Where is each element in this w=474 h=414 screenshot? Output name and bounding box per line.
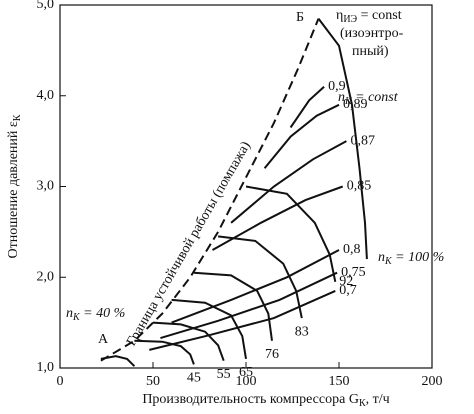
annotation: ηИЭ = const	[336, 8, 402, 25]
curve-label: 0,85	[347, 179, 372, 194]
curve	[289, 85, 325, 129]
curve-label: 55	[217, 367, 231, 382]
annotation-main: пный)	[352, 44, 389, 59]
annotation: nК = 40 %	[66, 306, 125, 323]
curve	[245, 185, 337, 283]
annotation-after: = const	[352, 90, 399, 105]
curve-label: 0,87	[350, 133, 375, 148]
curve	[134, 339, 195, 365]
curve	[160, 271, 338, 340]
annotation-sub: ИЭ	[343, 14, 357, 25]
curve	[193, 271, 273, 341]
curve-label: 92	[339, 274, 353, 289]
curve-label: 0,75	[341, 265, 366, 280]
curve	[217, 235, 303, 319]
x-axis-label: Производительность компрессора GК, т/ч	[142, 392, 389, 409]
curve	[152, 321, 225, 362]
annotation-main: η	[336, 8, 343, 23]
curve-label: 0,9	[328, 79, 346, 94]
annotation-sub: К	[344, 96, 353, 107]
x-axis-label-main: Производительность компрессора G	[142, 392, 359, 407]
annotation: nК = 100 %	[378, 250, 444, 267]
surge-line	[100, 18, 320, 362]
y-tick-label: 5,0	[37, 0, 55, 12]
x-tick-label: 50	[146, 374, 160, 389]
curve	[100, 355, 136, 367]
curve	[317, 17, 368, 260]
y-tick-label: 2,0	[37, 269, 55, 284]
x-axis-label-after: , т/ч	[366, 392, 390, 407]
x-tick-label: 150	[329, 374, 350, 389]
annotation-sub: К	[72, 312, 81, 323]
y-axis-label-main: Отношение давлений ε	[6, 121, 21, 258]
annotation-main: n	[338, 90, 345, 105]
curve-label: 65	[239, 365, 253, 380]
annotation-main: Б	[296, 10, 304, 25]
annotation-sub: К	[384, 256, 393, 267]
curve-label: 0,8	[343, 242, 361, 257]
curve-label: 0,89	[343, 97, 368, 112]
annotation-after: = 100 %	[392, 250, 445, 265]
annotation: (изоэнтро-	[340, 26, 404, 41]
x-tick-label: 200	[422, 374, 443, 389]
curve-label: 76	[265, 347, 279, 362]
y-tick-label: 1,0	[37, 360, 55, 375]
curve	[230, 140, 347, 224]
annotation: nК = const	[338, 90, 399, 107]
annotation: Б	[296, 10, 304, 25]
curve-label: 0,7	[339, 283, 357, 298]
curve-label: 45	[187, 371, 201, 386]
curve-label: 83	[295, 324, 309, 339]
annotation-after: = 40 %	[80, 306, 126, 321]
x-axis-label-sub: К	[359, 398, 366, 409]
y-axis-label-sub: К	[12, 114, 23, 121]
annotation-main: А	[98, 332, 109, 347]
curve	[212, 185, 344, 251]
curve	[171, 249, 340, 324]
annotation-main: n	[66, 306, 73, 321]
y-tick-label: 3,0	[37, 179, 55, 194]
annotation: А	[98, 332, 109, 347]
annotation-after: = const	[357, 8, 402, 23]
y-axis-label: Отношение давлений εК	[6, 114, 23, 258]
annotation-main: n	[378, 250, 385, 265]
annotation: пный)	[352, 44, 389, 59]
y-tick-label: 4,0	[37, 88, 55, 103]
annotation-main: (изоэнтро-	[340, 26, 404, 41]
x-tick-label: 0	[57, 374, 64, 389]
surge-label: Граница устойчивой работы (помпажа)	[124, 139, 254, 349]
x-tick-label: 100	[236, 374, 257, 389]
curve	[263, 103, 340, 169]
curve	[149, 289, 336, 351]
